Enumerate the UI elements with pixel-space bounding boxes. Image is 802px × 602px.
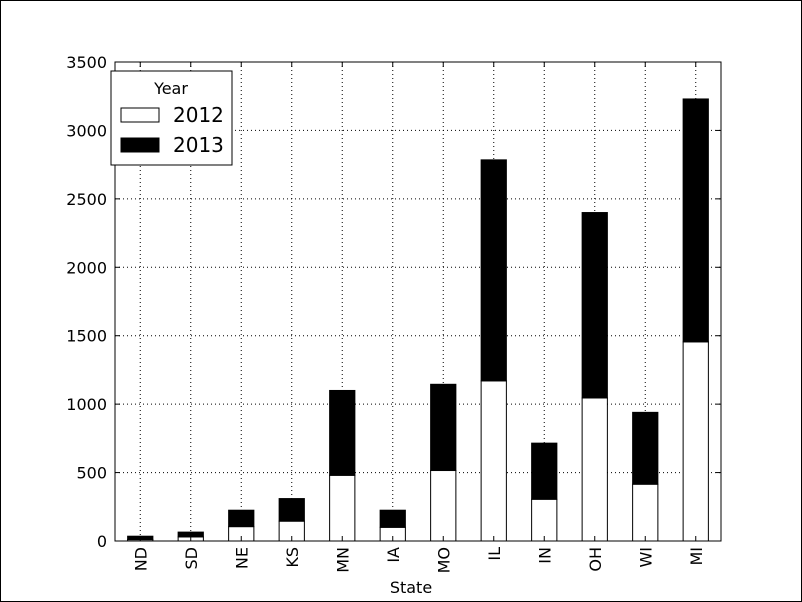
x-tick-label: NE [232,547,251,569]
bar-KS-2013 [278,498,305,522]
bar-OH-2013 [581,212,608,399]
y-tick-label: 2000 [66,258,107,277]
bars [127,98,709,542]
y-tick-label: 1500 [66,327,107,346]
y-tick-label: 500 [76,464,107,483]
bar-IN-2012 [531,498,558,542]
bar-IL-2012 [480,380,507,542]
x-axis-label: State [390,578,432,597]
y-tick-label: 1000 [66,395,107,414]
x-tick-label: IN [535,547,554,564]
legend: Year 2012 2013 [110,70,233,166]
bar-MO-2013 [430,383,457,472]
x-tick-label: MI [687,547,706,566]
legend-label-2013: 2013 [173,133,224,157]
x-tick-label: MN [333,547,352,573]
y-tick-label: 0 [97,532,107,551]
x-tick-label: IL [485,547,504,561]
x-tick-label: IA [384,547,403,563]
bar-NE-2013 [228,509,255,528]
y-axis: 0 500 1000 1500 2000 2500 3000 3500 [66,53,721,551]
bar-IA-2013 [379,509,406,528]
legend-title: Year [153,79,188,98]
x-tick-label: MO [434,547,453,573]
y-tick-label: 3500 [66,53,107,72]
plot-area-border [114,61,722,542]
x-tick-label: KS [283,547,302,568]
bar-MN-2013 [329,389,356,476]
x-tick-label: OH [586,547,605,572]
legend-swatch-2013 [120,137,160,153]
y-tick-label: 2500 [66,190,107,209]
bar-WI-2013 [632,411,659,485]
bar-MI-2012 [682,341,709,542]
y-tick-label: 3000 [66,121,107,140]
legend-swatch-2012 [120,107,160,123]
bar-MO-2012 [430,470,457,542]
bar-WI-2012 [632,483,659,542]
bar-MI-2013 [682,98,709,343]
bar-MN-2012 [329,474,356,542]
x-axis: ND SD NE KS MN IA MO IL IN OH WI MI [131,62,706,573]
x-tick-label: WI [636,547,655,568]
x-tick-label: ND [131,547,150,571]
bar-OH-2012 [581,397,608,542]
bar-IL-2013 [480,159,507,382]
x-tick-label: SD [182,547,201,569]
bar-IN-2013 [531,442,558,500]
legend-label-2012: 2012 [173,103,224,127]
